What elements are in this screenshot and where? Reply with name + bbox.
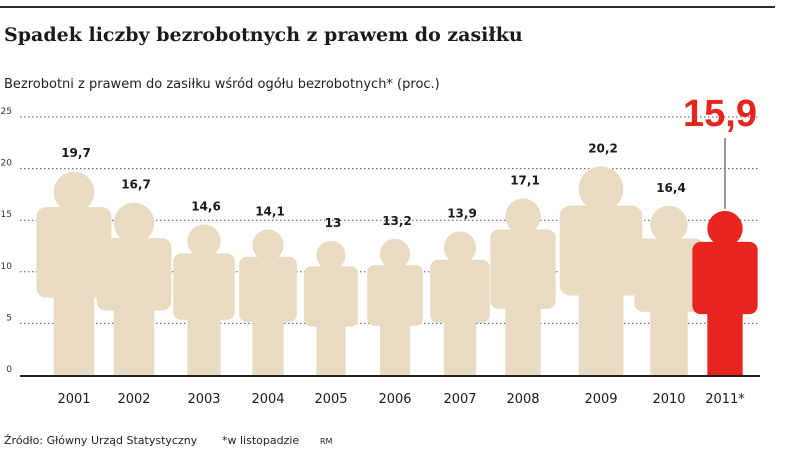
person-torso	[490, 229, 556, 309]
person-legs	[707, 306, 743, 375]
person-torso	[96, 238, 172, 311]
x-tick-label: 2001	[57, 392, 90, 407]
value-label: 16,7	[121, 178, 151, 192]
person-head	[187, 224, 221, 258]
person-legs	[578, 287, 624, 375]
person-bar	[692, 210, 758, 375]
person-bar	[367, 238, 423, 375]
value-label: 13,9	[447, 207, 477, 221]
y-tick-label: 15	[1, 210, 12, 220]
person-legs	[53, 289, 95, 375]
person-head	[53, 171, 95, 213]
person-bar	[304, 240, 358, 375]
value-label: 19,7	[61, 146, 91, 160]
person-legs	[505, 300, 541, 375]
y-tick-label: 5	[6, 313, 12, 323]
person-head	[443, 231, 477, 264]
person-legs	[252, 313, 284, 375]
chart-title: Spadek liczby bezrobotnych z prawem do z…	[4, 24, 523, 46]
person-legs	[443, 314, 477, 375]
person-bar	[173, 224, 235, 375]
x-tick-label: 2002	[117, 392, 150, 407]
person-torso	[239, 256, 297, 322]
value-label: 13	[325, 216, 342, 230]
person-torso	[634, 238, 704, 312]
value-label: 20,2	[588, 142, 618, 156]
person-torso	[367, 265, 423, 326]
person-legs	[379, 317, 411, 375]
x-tick-label: 2007	[443, 392, 476, 407]
x-tick-label: 2006	[378, 392, 411, 407]
person-torso	[692, 241, 758, 315]
person-bar	[96, 202, 172, 375]
value-label: 13,2	[382, 214, 412, 228]
person-head	[650, 205, 688, 244]
person-bar	[634, 205, 704, 375]
person-torso	[304, 266, 358, 327]
y-tick-label: 20	[1, 159, 13, 169]
person-head	[379, 238, 411, 269]
person-torso	[430, 259, 490, 323]
person-head	[113, 202, 155, 244]
value-label: 14,6	[191, 199, 221, 213]
person-bar	[239, 229, 297, 375]
person-legs	[113, 302, 155, 375]
value-label: 17,1	[510, 174, 540, 188]
x-tick-label: 2003	[187, 392, 220, 407]
y-tick-label: 25	[1, 107, 12, 117]
person-legs	[187, 311, 221, 375]
person-head	[707, 210, 743, 247]
person-torso	[36, 207, 112, 298]
person-head	[252, 229, 284, 261]
footnote: *w listopadzie	[222, 434, 300, 447]
person-head	[578, 166, 624, 212]
person-legs	[316, 318, 346, 375]
person-head	[316, 240, 346, 270]
person-bar	[36, 171, 112, 375]
person-torso	[173, 253, 235, 320]
x-tick-label: 2010	[652, 392, 685, 407]
x-tick-label: 2004	[251, 392, 284, 407]
x-tick-label: 2008	[506, 392, 539, 407]
y-tick-label: 0	[6, 365, 12, 375]
person-bar	[490, 198, 556, 375]
person-bar	[559, 166, 643, 375]
author-credit: RM	[320, 437, 333, 446]
value-label: 16,4	[656, 181, 686, 195]
x-tick-label: 2005	[314, 392, 347, 407]
chart-subtitle: Bezrobotni z prawem do zasiłku wśród ogó…	[4, 77, 440, 92]
value-label: 14,1	[255, 204, 285, 218]
person-head	[505, 198, 541, 234]
highlight-value-label: 15,9	[683, 93, 757, 135]
top-rule	[0, 6, 775, 8]
person-torso	[559, 205, 643, 296]
y-tick-label: 10	[1, 262, 13, 272]
person-legs	[650, 303, 688, 375]
x-tick-label: 2011*	[705, 392, 745, 407]
person-bar	[430, 231, 490, 375]
source-note: Źródło: Główny Urząd Statystyczny	[4, 434, 198, 447]
x-tick-label: 2009	[584, 392, 617, 407]
